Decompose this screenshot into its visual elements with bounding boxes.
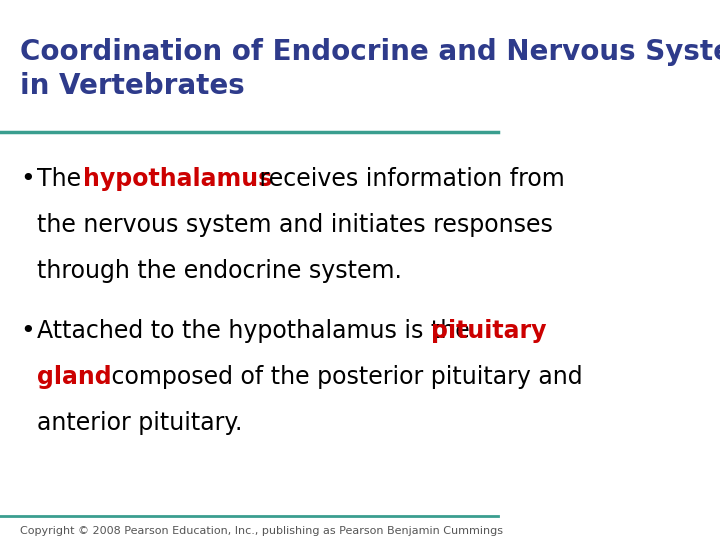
Text: Attached to the hypothalamus is the: Attached to the hypothalamus is the [37, 319, 477, 343]
Text: hypothalamus: hypothalamus [84, 167, 273, 191]
Text: pituitary: pituitary [431, 319, 546, 343]
Text: •: • [20, 167, 35, 191]
Text: gland: gland [37, 365, 112, 389]
Text: •: • [20, 319, 35, 343]
Text: receives information from: receives information from [253, 167, 565, 191]
Text: composed of the posterior pituitary and: composed of the posterior pituitary and [104, 365, 582, 389]
Text: anterior pituitary.: anterior pituitary. [37, 411, 243, 435]
Text: The: The [37, 167, 89, 191]
Text: Coordination of Endocrine and Nervous Systems
in Vertebrates: Coordination of Endocrine and Nervous Sy… [20, 38, 720, 100]
Text: through the endocrine system.: through the endocrine system. [37, 259, 402, 283]
Text: Copyright © 2008 Pearson Education, Inc., publishing as Pearson Benjamin Cumming: Copyright © 2008 Pearson Education, Inc.… [20, 526, 503, 537]
Text: the nervous system and initiates responses: the nervous system and initiates respons… [37, 213, 553, 237]
